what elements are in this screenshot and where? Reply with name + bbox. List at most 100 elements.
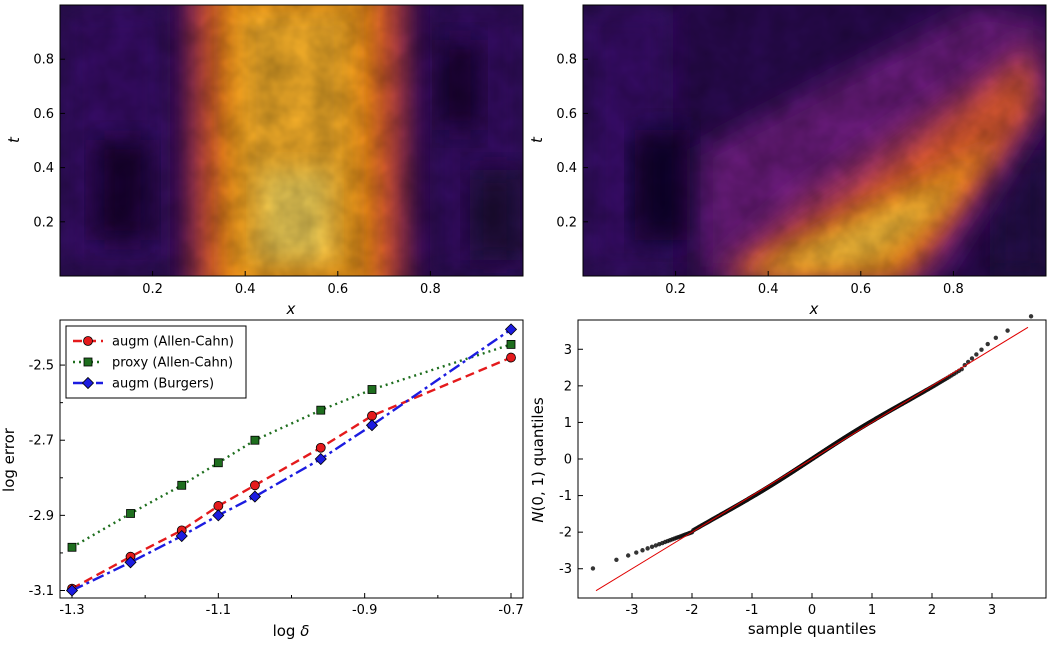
heatmap-right-ylabel: t	[528, 136, 546, 143]
heatmap-left-ylabel: t	[5, 136, 23, 143]
series-point	[367, 410, 377, 421]
qq-plot-y-ticks: 3 2 1 0 -1 -2 -3	[559, 343, 583, 577]
series-line	[71, 356, 512, 590]
qq-point	[653, 543, 659, 548]
qq-point	[979, 347, 984, 352]
qq-point	[993, 335, 999, 340]
x-tick-label: -1.3	[59, 603, 84, 618]
series-point	[126, 509, 135, 518]
y-tick-label: 0.6	[556, 107, 577, 122]
x-tick-label: -1	[746, 603, 759, 618]
error-chart-legend: augm (Allen-Cahn) proxy (Allen-Cahn) augm …	[65, 325, 247, 399]
qq-point	[645, 546, 650, 551]
qq-plot-ylabel: N(0, 1) quantiles	[529, 397, 547, 523]
qq-plot-x-ticks: -3 -2 -1 0 1 2 3	[626, 593, 996, 618]
series-point	[367, 385, 377, 394]
legend-marker	[83, 336, 93, 346]
heatmap-right-x-ticks: 0.2 0.4 0.6 0.8	[665, 271, 964, 297]
qq-point	[614, 557, 619, 563]
series-point	[250, 480, 260, 491]
y-tick-label: -2	[559, 526, 572, 541]
legend-marker	[81, 376, 95, 390]
x-tick-label: 0.4	[758, 282, 779, 297]
legend-label: augm (Burgers)	[112, 377, 214, 392]
qq-point	[625, 553, 631, 558]
heatmap-left-frame	[59, 4, 524, 277]
y-tick-label: -1	[559, 489, 572, 504]
series-point	[314, 452, 327, 466]
legend-label: augm (Allen-Cahn)	[112, 335, 234, 350]
x-tick-label: 3	[988, 603, 996, 618]
x-tick-label: 0.8	[420, 282, 441, 297]
y-tick-label: 2	[564, 379, 572, 394]
qq-point	[974, 352, 979, 357]
y-tick-label: 0.8	[556, 53, 577, 68]
x-tick-label: -0.7	[498, 603, 523, 618]
qq-reference-line	[595, 326, 1029, 592]
series-point	[250, 435, 260, 445]
series-point	[316, 405, 326, 415]
series-point	[213, 458, 223, 468]
qq-point	[1028, 314, 1034, 319]
series-point	[212, 509, 225, 522]
y-tick-label: 0.6	[33, 107, 54, 122]
x-tick-label: 0.2	[665, 282, 686, 297]
x-tick-label: -2	[686, 603, 699, 618]
x-tick-label: 0.8	[943, 282, 964, 297]
y-tick-label: 0.4	[33, 161, 54, 176]
x-tick-label: 2	[928, 603, 936, 618]
heatmap-left-y-ticks: 0.2 0.4 0.6 0.8	[33, 53, 65, 230]
error-chart-series	[65, 323, 518, 597]
y-tick-label: 0.2	[33, 215, 54, 230]
series-point	[365, 419, 379, 432]
error-chart-panel: -1.3 -1.1 -0.9 -0.7 -2.5-2.7-2.9-3.1 log δ …	[0, 319, 524, 640]
error-chart-y-ticks: -2.5 -2.7 -2.9 -3.1	[29, 359, 65, 599]
x-tick-label: -1.1	[206, 603, 231, 618]
heatmap-left-panel: 0.2 0.4 0.6 0.8 0.2 0.4 0.6 0.8 x t	[5, 4, 524, 318]
series-point	[504, 323, 518, 336]
x-tick-label: 0.6	[850, 282, 871, 297]
y-tick-label: 0.4	[556, 161, 577, 176]
legend-marker	[83, 357, 93, 367]
x-tick-label: -3	[626, 603, 639, 618]
series-line	[71, 343, 512, 549]
y-tick-label: 0.2	[556, 215, 577, 230]
qq-point	[590, 566, 596, 571]
y-tick-label: -2.9	[29, 509, 54, 524]
y-tick-label: -3	[559, 562, 572, 577]
series-point	[175, 529, 188, 543]
qq-point	[969, 356, 975, 361]
heatmap-right-y-ticks: 0.2 0.4 0.6 0.8	[556, 53, 588, 230]
heatmap-right-image	[583, 5, 1046, 276]
heatmap-left-image	[60, 5, 523, 276]
legend-box	[65, 325, 247, 399]
y-tick-label: 0.8	[33, 53, 54, 68]
qq-point	[985, 341, 990, 347]
series-point	[65, 584, 79, 597]
error-chart-xlabel: log δ	[273, 622, 310, 640]
y-tick-label: -2.5	[29, 359, 54, 374]
series-point	[177, 480, 187, 490]
y-tick-label: -3.1	[29, 584, 54, 599]
heatmap-right-xlabel: x	[809, 300, 819, 318]
x-tick-label: 0	[808, 603, 816, 618]
y-tick-label: 0	[564, 453, 572, 468]
x-tick-label: -0.9	[352, 603, 377, 618]
qq-plot-xlabel: sample quantiles	[748, 620, 876, 638]
error-chart-x-ticks: -1.3 -1.1 -0.9 -0.7	[59, 593, 524, 618]
heatmap-left-xlabel: x	[286, 300, 296, 318]
series-point	[67, 542, 77, 552]
qq-point	[1005, 328, 1010, 333]
qq-plot-panel: -3 -2 -1 0 1 2 3 3 2 1 0 -1 -2 -3 sample quantiles N…	[529, 314, 1047, 638]
series-line	[71, 328, 512, 592]
qq-point	[649, 544, 655, 549]
x-tick-label: 0.2	[142, 282, 163, 297]
series-point	[124, 556, 137, 569]
y-tick-label: 3	[564, 343, 572, 358]
series-point	[506, 352, 516, 363]
series-1	[67, 340, 516, 552]
heatmap-left-x-ticks: 0.2 0.4 0.6 0.8	[142, 271, 441, 297]
y-tick-label: 1	[564, 416, 572, 431]
legend-label: proxy (Allen-Cahn)	[112, 356, 233, 371]
